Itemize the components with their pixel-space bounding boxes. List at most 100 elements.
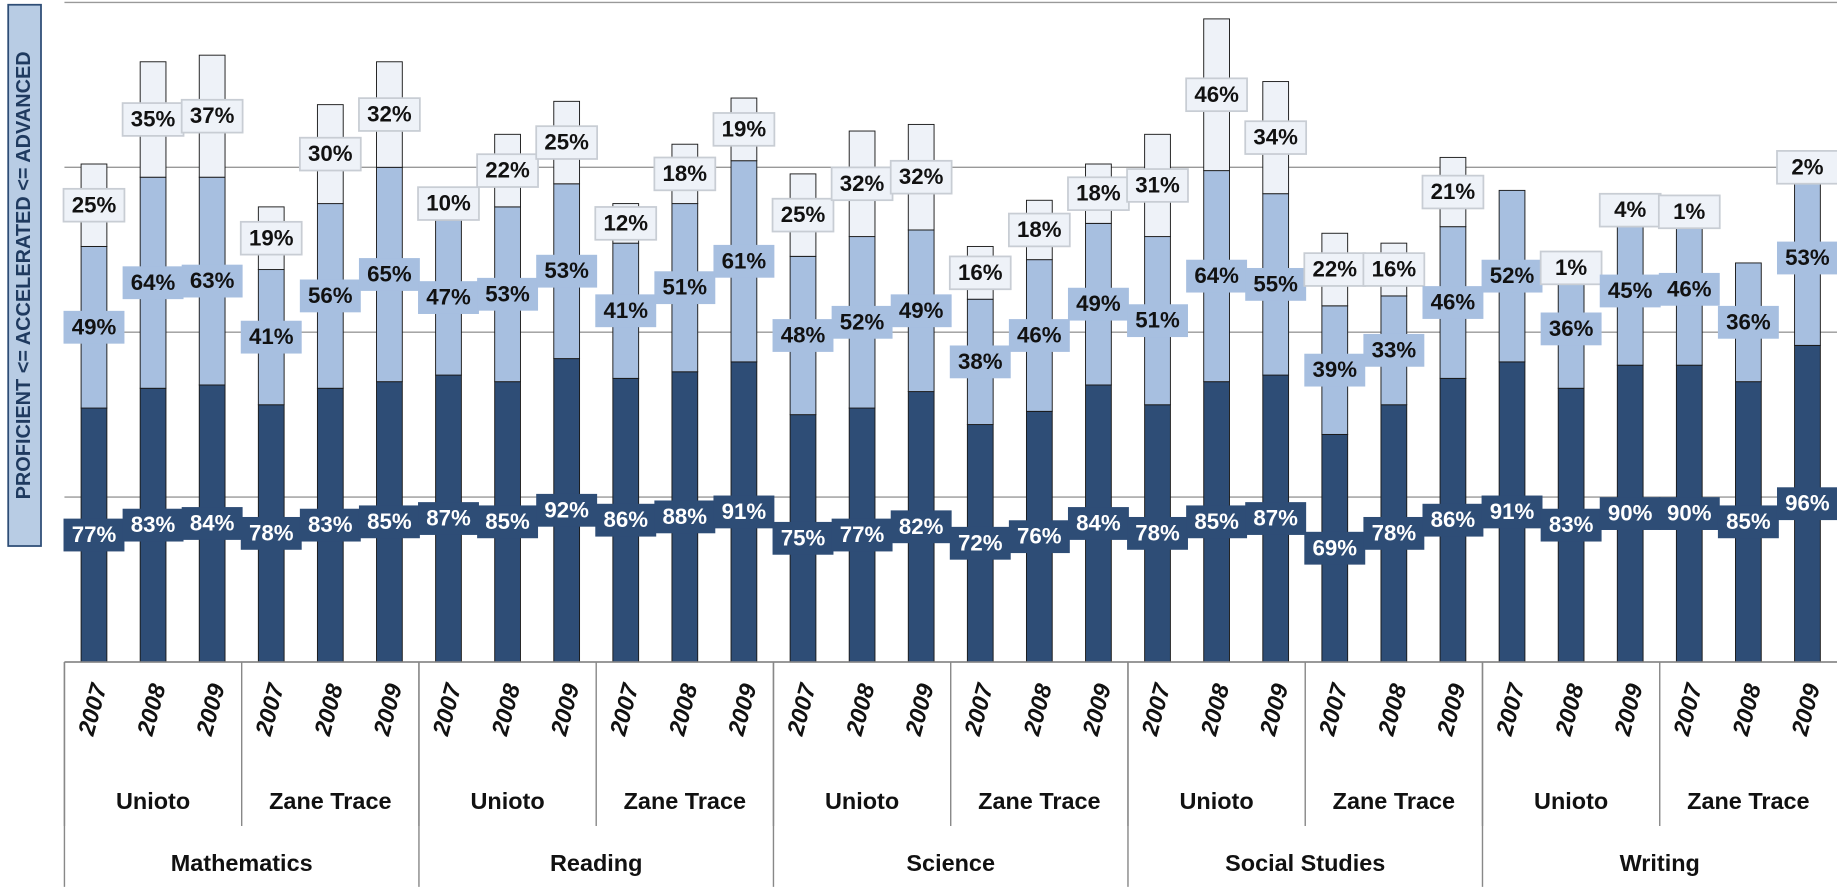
value-label: 86% [1431, 507, 1476, 532]
value-label: 35% [131, 107, 176, 132]
school-label: Zane Trace [1333, 788, 1455, 814]
value-label-box [1067, 287, 1129, 321]
value-label: 91% [722, 499, 767, 524]
x-tick-label: 2008 [1018, 681, 1057, 739]
value-label-box [948, 255, 1012, 291]
value-label-box [1127, 304, 1188, 338]
value-label: 87% [1253, 506, 1298, 531]
x-tick-label: 2007 [1668, 680, 1707, 739]
value-label: 85% [1726, 509, 1771, 534]
x-tick-label: 2008 [1195, 681, 1234, 739]
value-label-box [1658, 497, 1720, 530]
value-label: 51% [1135, 308, 1180, 333]
value-label: 36% [1726, 309, 1771, 334]
value-label: 84% [1076, 511, 1121, 536]
value-label: 4% [1614, 197, 1646, 222]
value-label: 56% [308, 283, 353, 308]
value-label-box [1540, 312, 1602, 346]
value-label-box [1776, 487, 1837, 521]
value-label: 63% [190, 268, 235, 293]
value-label-box [1008, 520, 1070, 554]
value-label-box [1304, 531, 1366, 565]
value-label: 18% [1017, 217, 1062, 242]
value-label: 85% [485, 509, 530, 534]
value-label-box [477, 277, 539, 311]
value-label: 46% [1431, 290, 1476, 315]
value-label: 46% [1194, 82, 1239, 107]
x-tick-label: 2009 [191, 681, 230, 739]
value-label-box [949, 526, 1011, 560]
value-label-box [1363, 333, 1425, 367]
value-label-box [536, 493, 598, 527]
school-label: Zane Trace [269, 788, 391, 814]
value-label: 64% [131, 270, 176, 295]
x-tick-label: 2008 [1727, 681, 1766, 739]
value-label: 76% [1017, 524, 1062, 549]
value-label-box [653, 156, 717, 192]
value-label: 75% [781, 525, 826, 550]
value-label: 96% [1785, 491, 1830, 516]
value-label: 36% [1549, 316, 1594, 341]
value-label-box [1127, 516, 1188, 550]
value-label: 53% [1785, 245, 1830, 270]
x-tick-label: 2008 [132, 681, 171, 739]
value-label: 19% [722, 116, 767, 141]
value-label: 83% [131, 512, 176, 537]
x-tick-label: 2009 [1786, 681, 1825, 739]
x-tick-label: 2008 [309, 681, 348, 739]
value-label-box [1481, 259, 1543, 293]
value-label-box [1126, 168, 1189, 203]
value-label-box [594, 206, 658, 241]
value-label: 16% [958, 260, 1003, 285]
value-label-box [1717, 305, 1779, 339]
school-label: Zane Trace [624, 788, 746, 814]
value-label-box [830, 166, 894, 202]
value-label: 34% [1253, 125, 1298, 150]
y-axis-title: PROFICIENT <= ACCELERATED <= ADVANCED [7, 3, 42, 547]
value-label: 45% [1608, 278, 1653, 303]
value-label: 87% [426, 506, 471, 531]
x-tick-label: 2008 [1373, 681, 1412, 739]
value-label: 53% [485, 281, 530, 306]
value-label-box [358, 505, 420, 539]
value-label: 16% [1372, 257, 1417, 282]
x-tick-label: 2009 [900, 681, 939, 739]
value-label-box [239, 220, 303, 256]
value-label-box [122, 508, 184, 542]
value-label: 61% [722, 248, 767, 273]
value-label: 85% [1194, 509, 1239, 534]
school-label: Unioto [1180, 788, 1254, 814]
value-label: 64% [1194, 263, 1239, 288]
school-label: Zane Trace [978, 788, 1100, 814]
value-label-box [1185, 77, 1248, 113]
value-label-box [62, 187, 126, 223]
x-tick-label: 2007 [250, 680, 289, 739]
value-label: 47% [426, 285, 471, 310]
value-label: 49% [1076, 291, 1121, 316]
value-label-box [418, 502, 479, 535]
school-label: Zane Trace [1687, 788, 1809, 814]
value-label-box [1186, 259, 1248, 293]
value-label: 52% [1490, 263, 1535, 288]
value-label: 12% [603, 210, 648, 235]
x-tick-label: 2009 [723, 681, 762, 739]
value-label-box [654, 500, 716, 534]
value-label: 90% [1667, 501, 1712, 526]
value-label: 25% [72, 192, 117, 217]
value-label-box [595, 503, 657, 537]
value-label-box [1599, 274, 1661, 308]
value-label-box [535, 125, 599, 160]
value-label-box [890, 294, 952, 328]
x-tick-label: 2007 [959, 680, 998, 739]
value-label: 2% [1791, 154, 1823, 179]
value-label: 32% [367, 102, 412, 127]
x-tick-label: 2008 [841, 681, 880, 739]
x-tick-label: 2009 [1254, 681, 1293, 739]
value-label: 30% [308, 141, 353, 166]
value-label-box [1244, 120, 1308, 155]
value-label: 31% [1135, 172, 1180, 197]
value-label-box [1776, 150, 1837, 185]
value-label-box [240, 516, 302, 550]
